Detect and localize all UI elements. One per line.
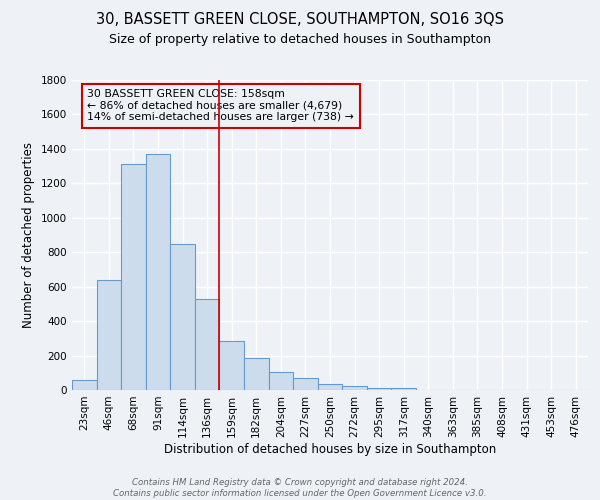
Bar [269,372,293,390]
Bar [97,280,121,390]
Bar [367,388,391,390]
Bar [293,378,318,390]
Bar [318,384,342,390]
Bar [146,154,170,390]
Text: Contains HM Land Registry data © Crown copyright and database right 2024.
Contai: Contains HM Land Registry data © Crown c… [113,478,487,498]
Bar [391,388,416,390]
Bar [244,358,269,390]
Text: 30, BASSETT GREEN CLOSE, SOUTHAMPTON, SO16 3QS: 30, BASSETT GREEN CLOSE, SOUTHAMPTON, SO… [96,12,504,28]
Bar [121,164,146,390]
Bar [72,380,97,390]
Bar [170,244,195,390]
Bar [220,341,244,390]
Bar [342,386,367,390]
Text: Size of property relative to detached houses in Southampton: Size of property relative to detached ho… [109,32,491,46]
Text: 30 BASSETT GREEN CLOSE: 158sqm
← 86% of detached houses are smaller (4,679)
14% : 30 BASSETT GREEN CLOSE: 158sqm ← 86% of … [88,90,354,122]
Bar [195,298,220,390]
X-axis label: Distribution of detached houses by size in Southampton: Distribution of detached houses by size … [164,442,496,456]
Y-axis label: Number of detached properties: Number of detached properties [22,142,35,328]
